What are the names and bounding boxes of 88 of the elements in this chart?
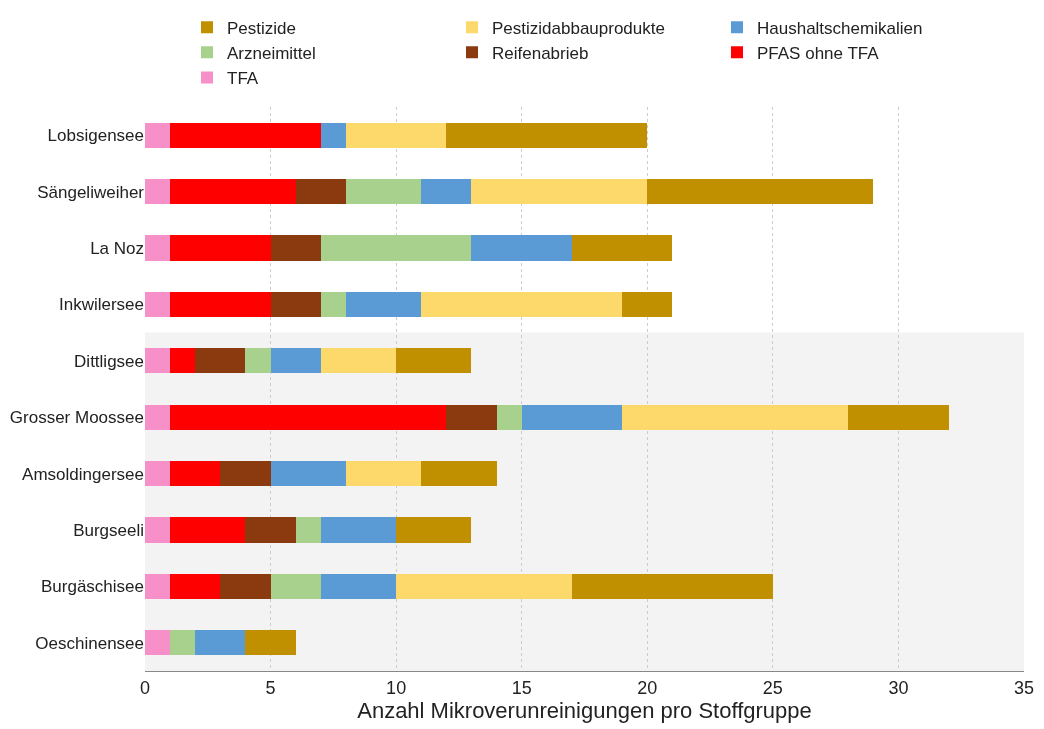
bar: [320, 291, 346, 318]
bar: [320, 348, 397, 374]
x-tick-label: 30: [888, 677, 909, 698]
bar: [270, 235, 321, 261]
bar: [421, 460, 497, 487]
bar: [145, 630, 171, 656]
legend-label: TFA: [227, 69, 259, 89]
legend-label: Pestizide: [227, 18, 296, 38]
bar: [220, 460, 271, 487]
x-tick-label: 0: [139, 677, 151, 698]
legend-label: Haushaltschemikalien: [757, 18, 923, 38]
bar: [345, 122, 447, 148]
bar: [421, 178, 472, 205]
bar: [471, 235, 572, 261]
bar: [295, 178, 346, 205]
bar: [245, 630, 296, 656]
bar: [145, 235, 171, 261]
bar: [396, 573, 572, 600]
legend-label: Arzneimittel: [227, 44, 316, 63]
bar: [145, 178, 171, 205]
bar: [521, 404, 623, 430]
y-tick-label: Lobsigensee: [47, 126, 144, 146]
bar: [195, 630, 246, 656]
bar: [647, 178, 874, 205]
bar: [396, 517, 472, 543]
bar: [270, 460, 346, 487]
bar: [145, 573, 171, 600]
bar: [170, 404, 447, 430]
y-tick-label: Dittligsee: [74, 351, 144, 371]
bar: [170, 630, 196, 656]
legend-label: PFAS ohne TFA: [757, 44, 880, 63]
y-tick-label: Burgäschisee: [40, 577, 144, 597]
bar: [170, 178, 296, 205]
bar: [145, 517, 171, 543]
y-tick-label: Sängeliweiher: [37, 182, 145, 202]
bar: [220, 573, 271, 600]
bar: [270, 573, 321, 600]
bar: [145, 291, 171, 318]
bar: [320, 235, 472, 261]
bar: [471, 178, 648, 205]
y-tick-label: Oeschinensee: [35, 633, 144, 653]
bar: [170, 122, 321, 148]
bar: [622, 291, 673, 318]
bar: [345, 460, 422, 487]
x-tick-label: 20: [637, 677, 658, 698]
bar: [571, 573, 773, 600]
x-axis-title: Anzahl Mikroverunreinigungen pro Stoffgruppe: [357, 698, 812, 724]
bar: [245, 348, 271, 374]
bar: [145, 404, 171, 430]
bar: [245, 517, 296, 543]
bar: [345, 291, 422, 318]
y-tick-label: Amsoldingersee: [22, 464, 144, 484]
bar: [320, 573, 397, 600]
bar: [446, 404, 497, 430]
y-tick-label: La Noz: [90, 238, 144, 258]
x-tick-label: 10: [386, 677, 407, 698]
bar: [320, 122, 346, 148]
bar: [145, 460, 171, 487]
bar: [195, 348, 246, 374]
x-tick-label: 25: [762, 677, 783, 698]
bar: [145, 348, 171, 374]
bar: [170, 573, 221, 600]
bar: [320, 517, 397, 543]
bar: [622, 404, 849, 430]
bar: [145, 122, 171, 148]
bar: [170, 348, 196, 374]
bar: [496, 404, 522, 430]
bar: [295, 517, 321, 543]
x-tick-label: 35: [1013, 677, 1035, 698]
x-tick-label: 15: [511, 677, 532, 698]
y-tick-label: Inkwilersee: [58, 295, 144, 315]
bar: [270, 291, 321, 318]
bar: [170, 291, 271, 318]
bar: [421, 291, 623, 318]
bar: [345, 178, 422, 205]
bar: [270, 348, 321, 374]
bar: [170, 235, 271, 261]
bar: [170, 517, 246, 543]
bar: [848, 404, 949, 430]
bar: [170, 460, 221, 487]
bar: [571, 235, 673, 261]
legend-label: Pestizidabbauprodukte: [492, 18, 665, 38]
x-tick-label: 5: [265, 677, 276, 698]
bar: [396, 348, 472, 374]
y-tick-label: Grosser Moossee: [9, 408, 144, 428]
bar: [446, 122, 648, 148]
y-tick-label: Burgseeli: [73, 520, 144, 540]
legend-label: Reifenabrieb: [492, 44, 589, 63]
